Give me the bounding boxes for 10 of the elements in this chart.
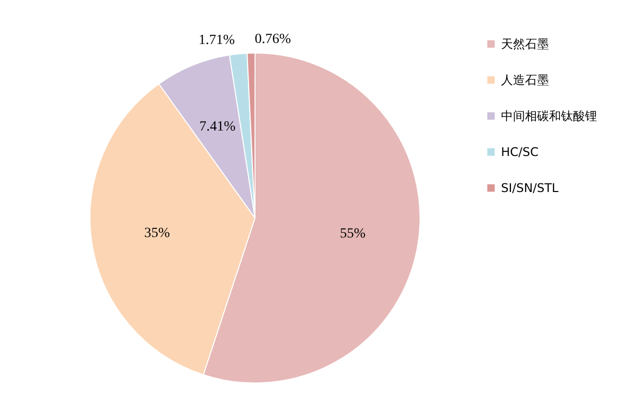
data-label: 0.76% — [254, 32, 292, 48]
legend-label: 中间相碳和钛酸锂 — [501, 109, 597, 123]
legend-label: 天然石墨 — [501, 37, 549, 51]
legend-label: 人造石墨 — [501, 73, 549, 87]
data-label: 55% — [340, 226, 366, 242]
legend-label: HC/SC — [501, 145, 538, 159]
data-label: 35% — [144, 226, 170, 241]
legend-label: SI/SN/STL — [501, 181, 559, 195]
data-label: 1.71% — [198, 32, 236, 48]
data-label: 7.41% — [199, 119, 236, 134]
